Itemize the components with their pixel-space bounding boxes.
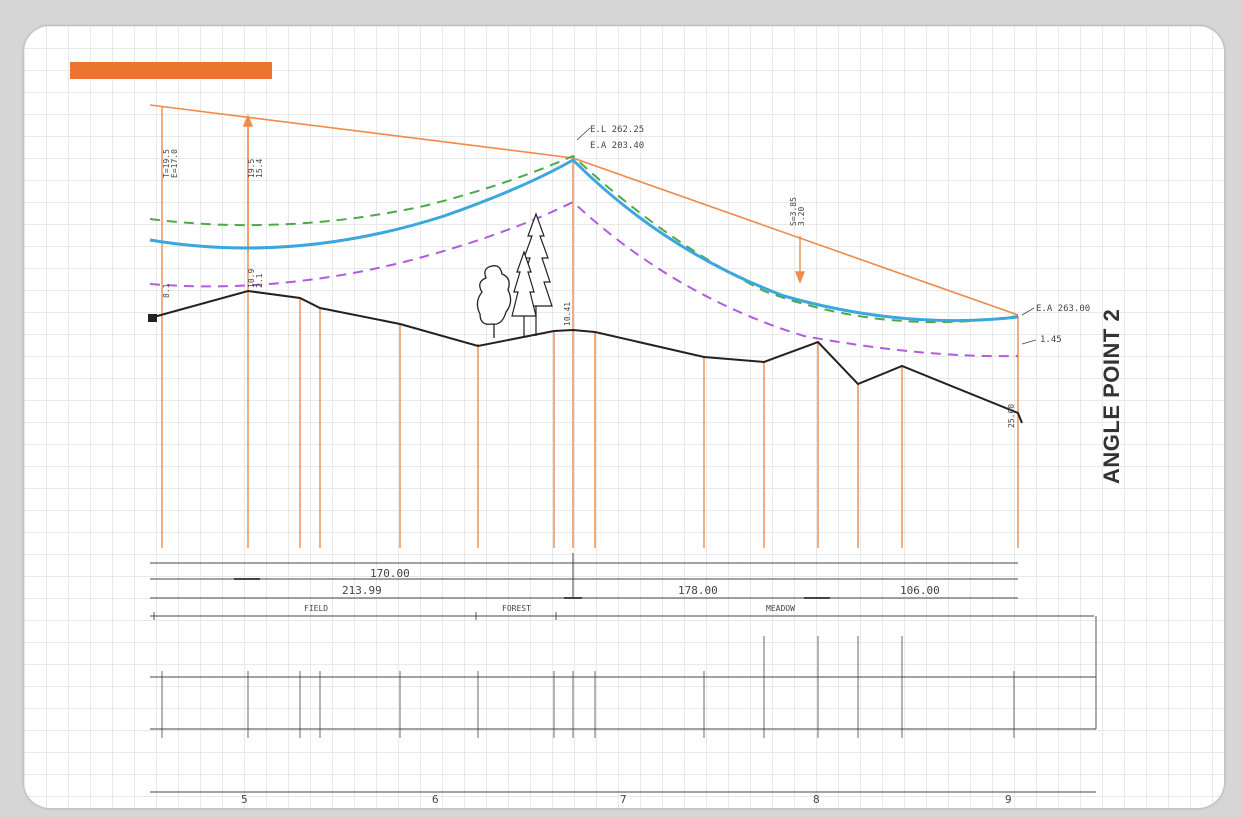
conifer-tree-icon: [511, 212, 553, 336]
svg-text:2.1: 2.1: [255, 273, 264, 288]
land-use-labels: FIELD FOREST MEADOW: [304, 604, 795, 613]
chord-line-right: [572, 157, 1019, 316]
station-numbers: 5 6 7 8 9: [241, 793, 1012, 806]
profile-drawing: T=19.5 E=17.0 19.5 15.4 8.1 10.9 2.1 S=3…: [148, 104, 1097, 806]
drawing-card: T=19.5 E=17.0 19.5 15.4 8.1 10.9 2.1 S=3…: [24, 26, 1224, 808]
offset-right-label: 1.45: [1040, 335, 1062, 345]
el-top-label: E.L 262.25: [590, 125, 644, 135]
svg-text:S=3.85: S=3.85: [789, 197, 798, 226]
span-labels: 170.00 213.99 178.00 106.00: [342, 567, 940, 597]
svg-text:E=17.0: E=17.0: [170, 149, 179, 178]
data-table: [150, 616, 1097, 793]
el-mid-label: E.A 203.40: [590, 141, 644, 151]
station-7: 7: [620, 793, 627, 806]
station-6: 6: [432, 793, 439, 806]
span-mid-label: 178.00: [678, 584, 718, 597]
land-use-meadow: MEADOW: [766, 604, 795, 613]
station-8: 8: [813, 793, 820, 806]
land-use-row: [150, 612, 1094, 620]
angle-point-title: ANGLE POINT 2: [1099, 308, 1124, 484]
svg-text:19.5: 19.5: [247, 159, 256, 178]
deciduous-tree-icon: [476, 265, 512, 338]
ground-right-label: 25.00: [1007, 404, 1016, 428]
svg-text:8.1: 8.1: [162, 283, 171, 298]
station-9: 9: [1005, 793, 1012, 806]
span-dimensions: [150, 553, 1018, 599]
sag-annotations: T=19.5 E=17.0 19.5 15.4 8.1 10.9 2.1 S=3…: [162, 149, 1016, 428]
span-top-label: 170.00: [370, 567, 410, 580]
ordinate-lines: [161, 106, 1019, 548]
svg-text:15.4: 15.4: [255, 159, 264, 178]
table-column-ticks: [161, 636, 1015, 738]
span-left-label: 213.99: [342, 584, 382, 597]
mid-station-label: 10.41: [563, 302, 572, 326]
arrow-head: [242, 114, 254, 127]
span-right-label: 106.00: [900, 584, 940, 597]
land-use-field: FIELD: [304, 604, 328, 613]
svg-text:10.9: 10.9: [247, 269, 256, 288]
svg-text:T=19.5: T=19.5: [162, 149, 171, 178]
chord-lines: [149, 104, 1019, 316]
conductor-curve: [149, 158, 1019, 323]
station-5: 5: [241, 793, 248, 806]
structure-marker: [148, 314, 157, 322]
land-use-forest: FOREST: [502, 604, 531, 613]
cold-curve: [149, 200, 1019, 358]
elevation-callouts: E.L 262.25 E.A 203.40 E.A 263.00 1.45: [576, 125, 1090, 345]
hot-curve: [149, 154, 1019, 324]
sag-arrows: [242, 114, 806, 284]
el-right-label: E.A 263.00: [1036, 304, 1090, 314]
svg-text:3.20: 3.20: [797, 207, 806, 226]
chord-line-left: [149, 104, 574, 159]
header-accent-bar: [70, 62, 272, 79]
arrow-head: [794, 271, 806, 284]
grid-background: [24, 26, 1224, 808]
ground-profile: [149, 289, 1023, 424]
